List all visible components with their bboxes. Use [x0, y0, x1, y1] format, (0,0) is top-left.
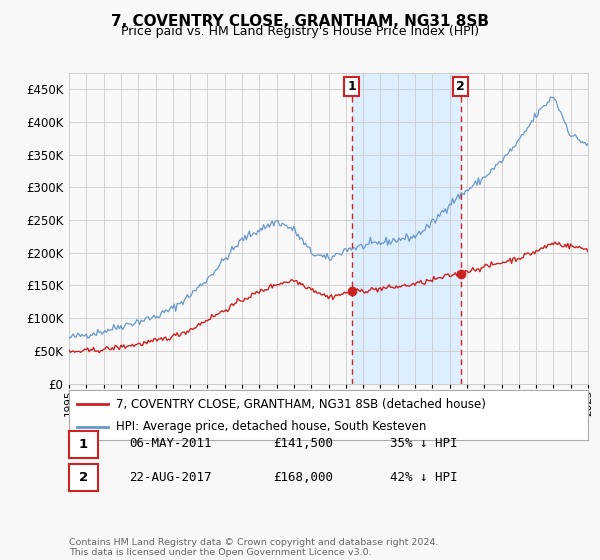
Text: 2: 2 [79, 471, 88, 484]
Text: £168,000: £168,000 [273, 470, 333, 484]
Text: 35% ↓ HPI: 35% ↓ HPI [390, 437, 458, 450]
Text: £141,500: £141,500 [273, 437, 333, 450]
Text: Contains HM Land Registry data © Crown copyright and database right 2024.
This d: Contains HM Land Registry data © Crown c… [69, 538, 439, 557]
Text: 42% ↓ HPI: 42% ↓ HPI [390, 470, 458, 484]
Text: 7, COVENTRY CLOSE, GRANTHAM, NG31 8SB: 7, COVENTRY CLOSE, GRANTHAM, NG31 8SB [111, 14, 489, 29]
Text: 1: 1 [347, 80, 356, 94]
Text: 22-AUG-2017: 22-AUG-2017 [129, 470, 212, 484]
Text: 1: 1 [79, 437, 88, 451]
Text: 06-MAY-2011: 06-MAY-2011 [129, 437, 212, 450]
Bar [352, 73, 461, 384]
Text: 2: 2 [456, 80, 465, 94]
Text: HPI: Average price, detached house, South Kesteven: HPI: Average price, detached house, Sout… [116, 421, 426, 433]
Text: Price paid vs. HM Land Registry's House Price Index (HPI): Price paid vs. HM Land Registry's House … [121, 25, 479, 38]
Text: 7, COVENTRY CLOSE, GRANTHAM, NG31 8SB (detached house): 7, COVENTRY CLOSE, GRANTHAM, NG31 8SB (d… [116, 398, 485, 410]
